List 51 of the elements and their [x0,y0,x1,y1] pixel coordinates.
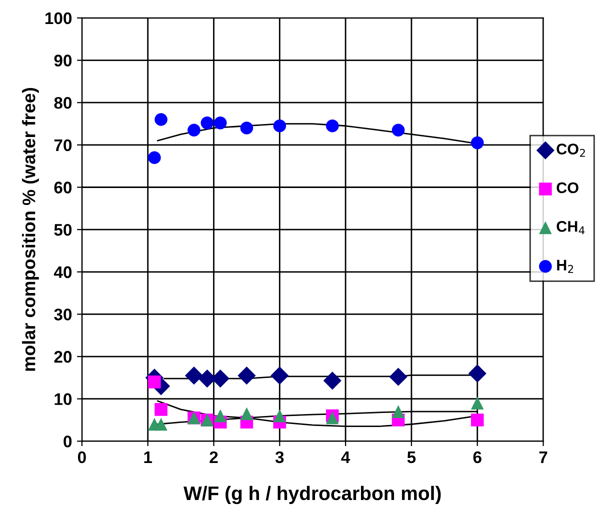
point [468,364,486,383]
x-tick-label: 6 [473,451,482,464]
point [273,119,286,132]
point [392,405,405,418]
y-tick-label: 40 [54,266,72,278]
point [214,409,227,422]
y-tick-label: 100 [45,12,72,24]
legend-label: CH$_{4}$ [556,221,585,234]
point [470,396,484,410]
point [154,113,168,126]
legend-label: H$_{2}$ [557,260,574,273]
point [154,418,168,431]
x-tick-label: 0 [78,451,86,464]
point [323,372,342,390]
y-tick-label: 90 [54,54,72,66]
x-tick-label: 7 [539,452,548,463]
legend-label: CO$_{2}$ [556,144,585,157]
point [154,403,168,416]
y-tick-label: 0 [64,436,72,448]
point [392,124,405,137]
y-tick-label: 30 [54,308,72,320]
point [270,366,289,385]
point [470,414,484,426]
point [273,409,286,422]
y-axis-title: molar composition % (water free) [22,88,39,371]
point [214,116,227,130]
y-tick-label: 50 [54,224,72,236]
y-tick-label: 80 [54,97,72,109]
point [188,124,200,137]
point [389,368,408,386]
point [184,366,204,385]
legend-label: CO [556,182,578,194]
point [238,366,256,385]
point [326,412,339,424]
x-tick-label: 4 [341,452,350,463]
y-tick-label: 10 [54,393,72,406]
point [240,407,254,420]
point [240,122,254,134]
x-tick-label: 2 [210,451,218,463]
x-axis-title: W/F (g h / hydrocarbon mol) [184,486,441,504]
point [326,119,339,132]
point [470,136,484,150]
y-tick-label: 60 [54,182,72,194]
x-tick-label: 1 [144,452,152,463]
y-tick-label: 70 [54,139,72,152]
point [148,151,161,164]
point [200,116,214,130]
x-tick-label: 3 [275,451,284,464]
x-tick-label: 5 [407,452,416,464]
y-tick-label: 20 [54,350,72,363]
point [148,376,161,388]
